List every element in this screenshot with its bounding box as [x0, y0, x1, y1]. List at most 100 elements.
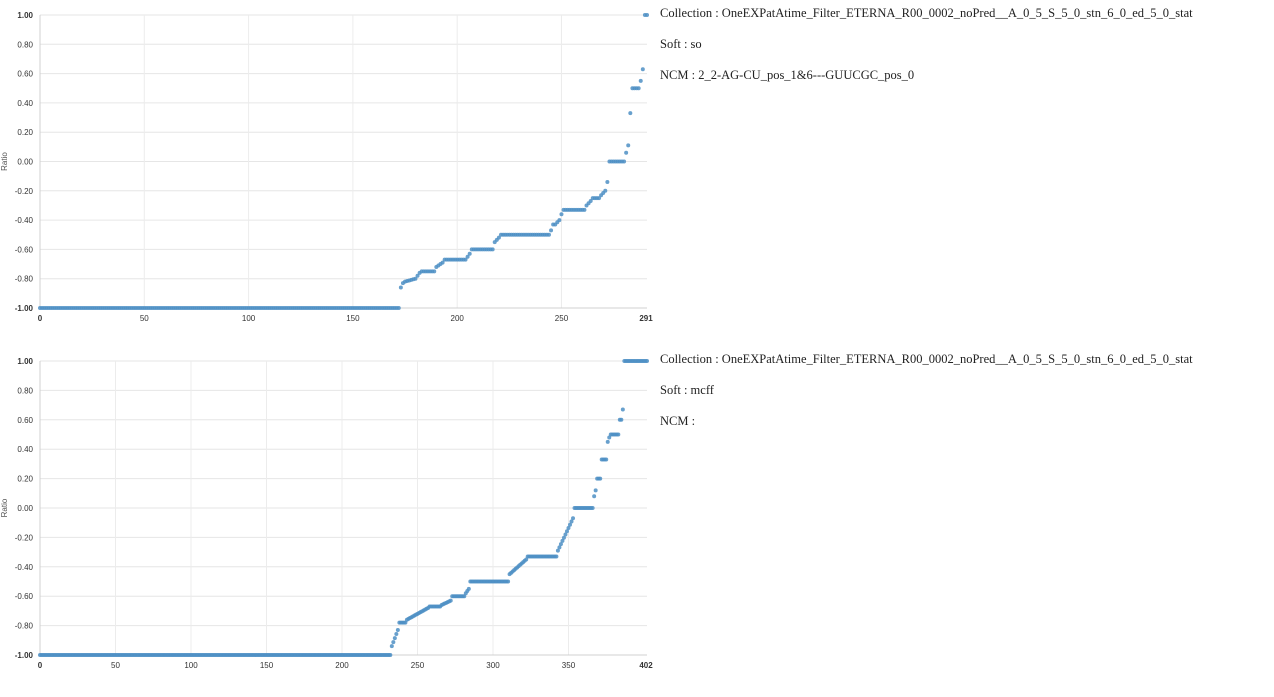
- data-point: [389, 644, 394, 649]
- x-tick-label: 200: [335, 661, 349, 670]
- y-tick-label: -0.40: [15, 216, 34, 225]
- data-point: [605, 180, 610, 185]
- data-point: [394, 632, 399, 637]
- data-point: [554, 554, 559, 559]
- data-point: [549, 228, 554, 233]
- data-point: [645, 13, 649, 17]
- data-points: [38, 359, 649, 657]
- data-point: [603, 188, 608, 193]
- ncm-label: NCM : 2_2-AG-CU_pos_1&6---GUUCGC_pos_0: [660, 68, 915, 82]
- data-point: [626, 143, 631, 148]
- data-point: [605, 439, 610, 444]
- ncm-label: NCM :: [660, 414, 696, 428]
- data-point: [564, 529, 569, 534]
- data-point: [462, 594, 467, 599]
- x-tick-label: 350: [562, 661, 576, 670]
- data-point: [463, 257, 468, 262]
- data-point: [582, 207, 587, 212]
- data-point: [557, 545, 562, 550]
- data-point: [558, 542, 563, 547]
- x-max-label: 291: [639, 314, 653, 323]
- data-point: [624, 150, 629, 155]
- data-point: [561, 535, 566, 540]
- data-point: [620, 407, 625, 412]
- data-point: [593, 488, 598, 493]
- chart-panel-1: -1.00 -0.80 -0.60 -0.40 -0.20 0.00 0.20 0.40 0.6…: [0, 0, 1274, 345]
- y-tick-label: 0.20: [17, 128, 33, 137]
- data-point: [616, 432, 621, 437]
- y-tick-label: 0.20: [17, 475, 33, 484]
- data-point: [592, 494, 597, 499]
- data-point: [546, 232, 551, 237]
- y-tick-label: -0.60: [15, 592, 34, 601]
- data-point: [398, 285, 403, 290]
- x-tick-label: 150: [260, 661, 274, 670]
- data-point: [413, 276, 418, 281]
- soft-label: Soft : so: [660, 37, 702, 51]
- data-point: [490, 247, 495, 252]
- y-tick-label: 1.00: [17, 11, 33, 20]
- x-tick-label: 100: [242, 314, 256, 323]
- x-tick-label: 0: [38, 314, 43, 323]
- data-point: [496, 235, 501, 240]
- data-point: [395, 628, 400, 633]
- y-axis-label: Ratio: [0, 498, 9, 517]
- y-tick-label: -0.40: [15, 563, 34, 572]
- data-point: [597, 196, 602, 201]
- x-tick-label: 50: [111, 661, 120, 670]
- data-point: [638, 78, 643, 83]
- y-tick-label: -0.60: [15, 245, 34, 254]
- data-point: [636, 86, 641, 91]
- data-point: [396, 306, 401, 310]
- y-tick-label: -1.00: [15, 304, 34, 313]
- ratio-scatter-chart-2: -1.00 -0.80 -0.60 -0.40 -0.20 0.00 0.20 0.40 0.6…: [0, 357, 653, 670]
- data-point: [555, 548, 560, 553]
- data-point: [506, 579, 511, 584]
- y-tick-label: -0.80: [15, 622, 34, 631]
- data-point: [388, 653, 393, 657]
- y-tick-label: 0.80: [17, 40, 33, 49]
- x-tick-label: 200: [451, 314, 465, 323]
- data-point: [392, 636, 397, 641]
- data-point: [563, 532, 568, 537]
- soft-label: Soft : mcff: [660, 383, 714, 397]
- data-point: [467, 251, 472, 256]
- y-tick-label: 0.40: [17, 445, 33, 454]
- x-tick-label: 250: [555, 314, 569, 323]
- data-point: [569, 519, 574, 524]
- data-point: [560, 538, 565, 543]
- x-tick-label: 50: [140, 314, 149, 323]
- data-point: [607, 435, 612, 440]
- collection-label: Collection : OneEXPatAtime_Filter_ETERNA…: [660, 6, 1193, 20]
- y-tick-label: 0.00: [17, 158, 33, 167]
- data-point: [619, 417, 624, 422]
- y-tick-label: -0.20: [15, 533, 34, 542]
- data-point: [640, 67, 645, 72]
- y-tick-label: 0.00: [17, 504, 33, 513]
- data-point: [571, 516, 576, 521]
- y-tick-label: 0.60: [17, 70, 33, 79]
- data-point: [588, 199, 593, 204]
- data-point: [590, 506, 595, 510]
- x-tick-label: 100: [184, 661, 198, 670]
- data-point: [604, 457, 609, 462]
- data-point: [448, 598, 453, 603]
- data-point: [440, 260, 445, 265]
- x-tick-label: 0: [38, 661, 43, 670]
- y-axis-label: Ratio: [0, 152, 9, 171]
- y-tick-label: 0.80: [17, 386, 33, 395]
- collection-label: Collection : OneEXPatAtime_Filter_ETERNA…: [660, 352, 1193, 366]
- y-tick-label: 0.60: [17, 416, 33, 425]
- x-tick-label: 250: [411, 661, 425, 670]
- data-point: [566, 525, 571, 530]
- ratio-scatter-chart-1: -1.00 -0.80 -0.60 -0.40 -0.20 0.00 0.20 0.40 0.6…: [0, 11, 653, 323]
- data-point: [598, 476, 603, 481]
- data-point: [465, 254, 470, 259]
- data-point: [391, 640, 396, 645]
- chart-info-2: Collection : OneEXPatAtime_Filter_ETERNA…: [660, 352, 1270, 445]
- data-point: [432, 269, 437, 274]
- y-tick-label: -1.00: [15, 651, 34, 660]
- x-tick-label: 150: [346, 314, 360, 323]
- data-points: [38, 13, 649, 310]
- y-tick-label: 0.40: [17, 99, 33, 108]
